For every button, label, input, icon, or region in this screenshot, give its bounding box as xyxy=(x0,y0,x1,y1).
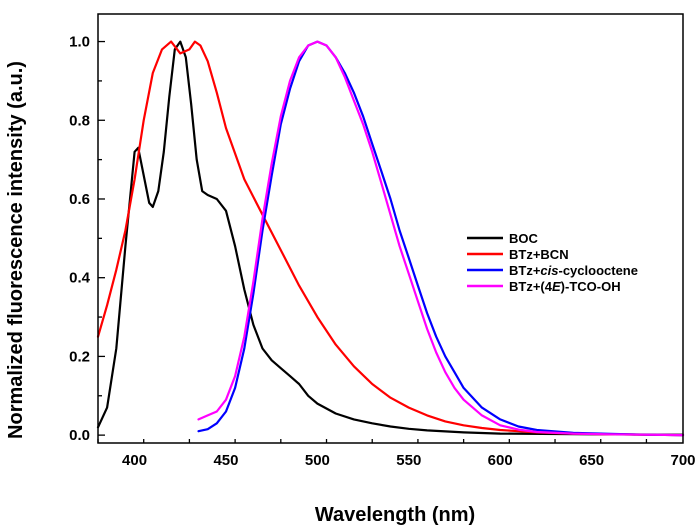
x-tick-label: 400 xyxy=(122,452,147,469)
y-axis-title: Normalized fluorescence intensity (a.u.) xyxy=(5,61,27,439)
series-line-3 xyxy=(197,40,685,437)
legend-label: BOC xyxy=(509,231,539,246)
plot-frame xyxy=(97,13,684,444)
y-tick-label: 0.8 xyxy=(69,112,90,129)
series-line-2 xyxy=(197,40,685,437)
y-tick-label: 0.4 xyxy=(69,270,91,287)
legend-label: BTz+(4E)-TCO-OH xyxy=(509,279,621,294)
plot-lines xyxy=(96,40,685,437)
y-tick-label: 0.2 xyxy=(69,348,90,365)
legend-label: BTz+cis-cyclooctene xyxy=(509,263,638,278)
x-tick-label: 550 xyxy=(396,452,421,469)
x-tick-label: 650 xyxy=(579,452,604,469)
y-tick-label: 1.0 xyxy=(69,34,90,51)
x-tick-label: 450 xyxy=(213,452,238,469)
x-tick-label: 600 xyxy=(488,452,513,469)
x-tick-label: 500 xyxy=(305,452,330,469)
legend: BOCBTz+BCNBTz+cis-cycloocteneBTz+(4E)-TC… xyxy=(467,231,638,294)
x-tick-label: 700 xyxy=(670,452,695,469)
x-axis-title: Wavelength (nm) xyxy=(315,504,475,526)
y-tick-labels: 0.0 0.2 0.4 0.6 0.8 1.0 xyxy=(69,34,91,445)
x-tick-labels: 400 450 500 550 600 650 700 xyxy=(122,452,695,469)
series-line-0 xyxy=(96,40,685,436)
y-tick-label: 0.0 xyxy=(69,427,90,444)
series-line-1 xyxy=(96,40,685,437)
axis-ticks xyxy=(97,40,648,443)
legend-label: BTz+BCN xyxy=(509,247,569,262)
y-tick-label: 0.6 xyxy=(69,191,90,208)
